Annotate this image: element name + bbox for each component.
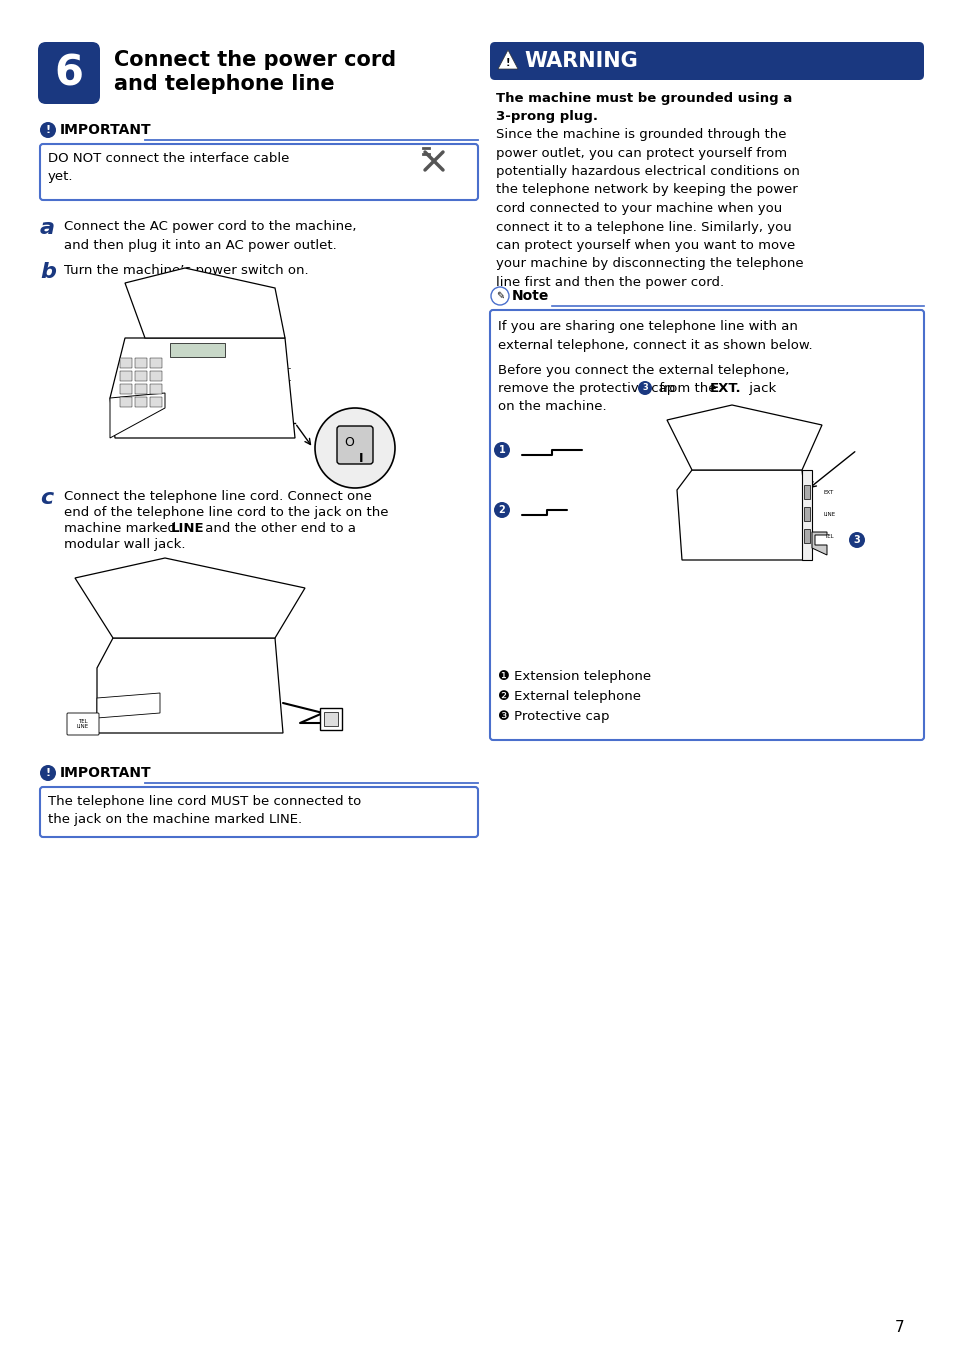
FancyBboxPatch shape xyxy=(38,42,100,104)
Bar xyxy=(120,383,132,394)
Polygon shape xyxy=(125,269,285,338)
Polygon shape xyxy=(110,338,294,437)
Polygon shape xyxy=(666,405,821,470)
FancyBboxPatch shape xyxy=(490,310,923,740)
Text: on the machine.: on the machine. xyxy=(497,400,606,413)
Text: Note: Note xyxy=(512,289,549,302)
Bar xyxy=(150,371,162,381)
FancyBboxPatch shape xyxy=(336,427,373,464)
Text: ❸ Protective cap: ❸ Protective cap xyxy=(497,710,609,724)
Text: and the other end to a: and the other end to a xyxy=(201,522,355,535)
Bar xyxy=(150,397,162,406)
Text: a: a xyxy=(40,217,55,238)
Bar xyxy=(135,383,147,394)
Text: !: ! xyxy=(46,768,51,778)
Polygon shape xyxy=(110,393,165,437)
Text: 6: 6 xyxy=(54,53,84,94)
Text: the jack on the machine marked LINE.: the jack on the machine marked LINE. xyxy=(48,813,302,826)
Text: 3: 3 xyxy=(853,535,860,545)
Polygon shape xyxy=(677,470,811,560)
Text: IMPORTANT: IMPORTANT xyxy=(60,765,152,780)
Text: LINE: LINE xyxy=(823,512,835,517)
Text: 3-prong plug.: 3-prong plug. xyxy=(496,109,598,123)
Bar xyxy=(803,529,809,543)
Circle shape xyxy=(40,122,56,138)
Text: ✎: ✎ xyxy=(496,292,503,301)
Polygon shape xyxy=(801,470,811,560)
Text: yet.: yet. xyxy=(48,170,73,184)
Circle shape xyxy=(638,381,651,396)
Bar xyxy=(170,343,225,356)
Text: IMPORTANT: IMPORTANT xyxy=(60,123,152,136)
Bar xyxy=(120,371,132,381)
Text: 7: 7 xyxy=(894,1320,903,1335)
Text: end of the telephone line cord to the jack on the: end of the telephone line cord to the ja… xyxy=(64,506,388,518)
Text: Since the machine is grounded through the
power outlet, you can protect yourself: Since the machine is grounded through th… xyxy=(496,128,802,289)
Text: !: ! xyxy=(505,58,510,68)
Polygon shape xyxy=(75,558,305,639)
Text: I: I xyxy=(358,451,363,464)
Text: EXT.: EXT. xyxy=(709,382,740,396)
Text: ❶ Extension telephone: ❶ Extension telephone xyxy=(497,670,651,683)
Text: TEL
LINE: TEL LINE xyxy=(77,718,89,729)
Text: b: b xyxy=(40,262,56,282)
Bar xyxy=(150,383,162,394)
Polygon shape xyxy=(97,693,160,718)
Text: modular wall jack.: modular wall jack. xyxy=(64,539,185,551)
Circle shape xyxy=(314,408,395,487)
Bar xyxy=(803,508,809,521)
Circle shape xyxy=(494,502,510,518)
FancyBboxPatch shape xyxy=(40,144,477,200)
Bar xyxy=(135,371,147,381)
Text: and telephone line: and telephone line xyxy=(113,74,335,94)
Text: 1: 1 xyxy=(498,446,505,455)
FancyBboxPatch shape xyxy=(490,42,923,80)
Text: EXT: EXT xyxy=(823,490,833,494)
Text: Before you connect the external telephone,: Before you connect the external telephon… xyxy=(497,364,788,377)
Text: Connect the telephone line cord. Connect one: Connect the telephone line cord. Connect… xyxy=(64,490,372,504)
Polygon shape xyxy=(497,50,517,69)
Text: The machine must be grounded using a: The machine must be grounded using a xyxy=(496,92,791,105)
Text: ❷ External telephone: ❷ External telephone xyxy=(497,690,640,703)
FancyBboxPatch shape xyxy=(67,713,99,734)
Circle shape xyxy=(40,765,56,782)
Text: Turn the machine’s power switch on.: Turn the machine’s power switch on. xyxy=(64,265,309,277)
Bar xyxy=(319,707,341,730)
Polygon shape xyxy=(811,532,826,555)
Text: 3: 3 xyxy=(641,383,647,393)
Text: c: c xyxy=(40,487,53,508)
Text: Connect the power cord: Connect the power cord xyxy=(113,50,395,70)
Text: The telephone line cord MUST be connected to: The telephone line cord MUST be connecte… xyxy=(48,795,361,809)
Text: If you are sharing one telephone line with an
external telephone, connect it as : If you are sharing one telephone line wi… xyxy=(497,320,812,351)
Circle shape xyxy=(494,441,510,458)
FancyBboxPatch shape xyxy=(40,787,477,837)
Bar xyxy=(120,358,132,369)
Text: DO NOT connect the interface cable: DO NOT connect the interface cable xyxy=(48,153,289,165)
Text: !: ! xyxy=(46,126,51,135)
Circle shape xyxy=(848,532,864,548)
Text: remove the protective cap: remove the protective cap xyxy=(497,382,679,396)
Bar xyxy=(150,358,162,369)
Bar xyxy=(324,711,337,726)
Bar xyxy=(135,358,147,369)
Text: O: O xyxy=(344,436,354,450)
Text: LINE: LINE xyxy=(171,522,204,535)
Text: TEL: TEL xyxy=(823,533,833,539)
Text: jack: jack xyxy=(744,382,776,396)
Bar xyxy=(135,397,147,406)
Text: WARNING: WARNING xyxy=(523,51,638,72)
Text: from the: from the xyxy=(655,382,720,396)
Circle shape xyxy=(491,288,509,305)
Text: Connect the AC power cord to the machine,
and then plug it into an AC power outl: Connect the AC power cord to the machine… xyxy=(64,220,356,251)
Bar xyxy=(120,397,132,406)
Bar xyxy=(803,485,809,500)
Polygon shape xyxy=(97,639,283,733)
Text: 2: 2 xyxy=(498,505,505,514)
Text: machine marked: machine marked xyxy=(64,522,180,535)
